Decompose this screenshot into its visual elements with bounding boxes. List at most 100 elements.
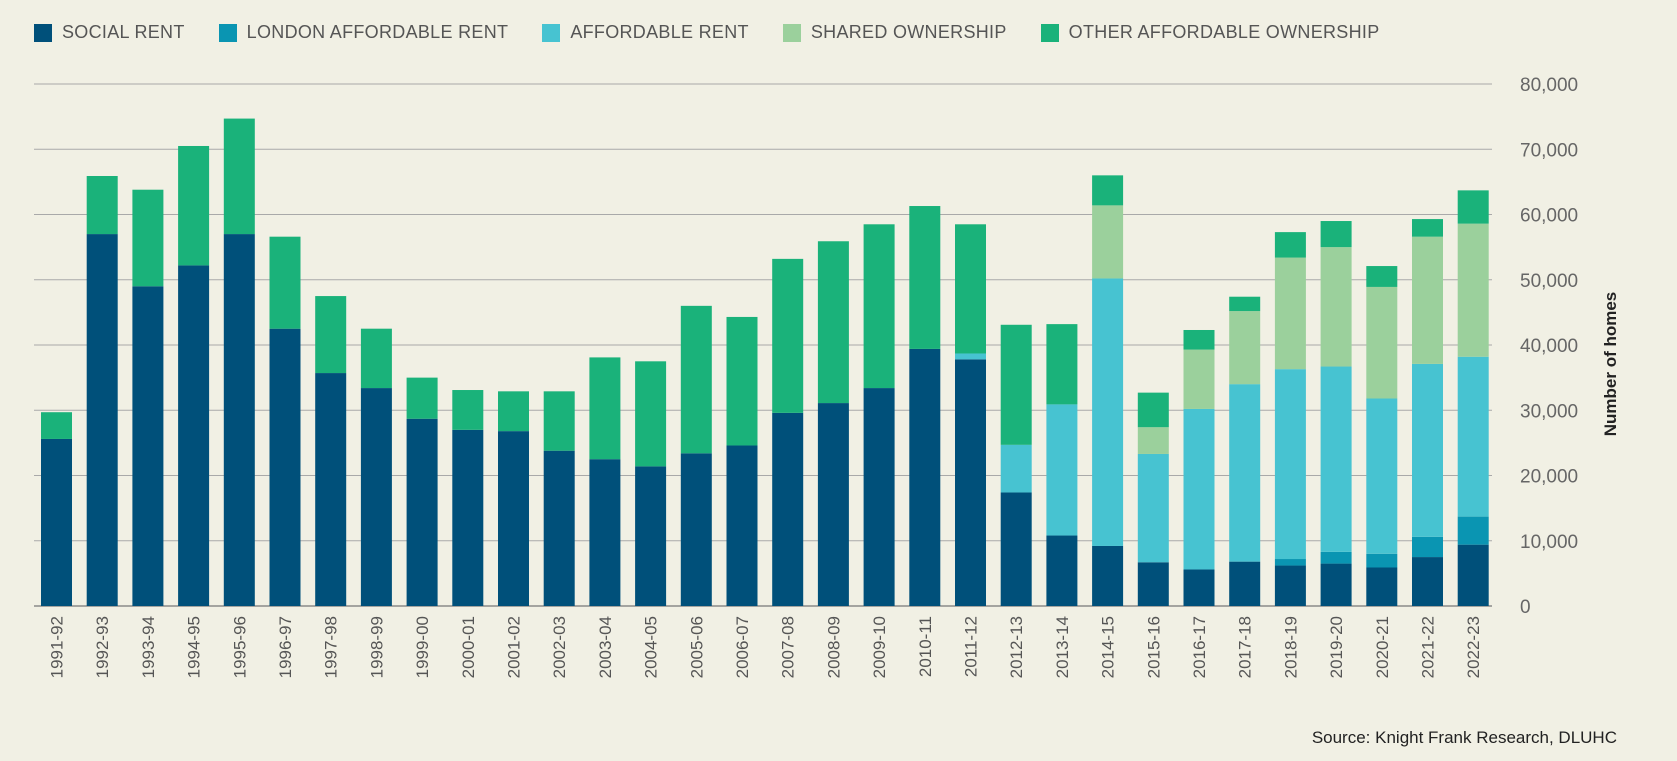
bar-segment: [1046, 404, 1078, 536]
legend-item-shared-ownership: SHARED OWNERSHIP: [782, 22, 1007, 43]
bar-segment: [635, 466, 667, 606]
bar-segment: [1412, 557, 1443, 606]
x-axis-ticks: 1991-92 1992-93 1993-94 1994-95 1995-96 1996-…: [48, 616, 1484, 678]
x-tick-label: 1991-92: [48, 616, 67, 678]
bar-segment: [452, 429, 484, 606]
bar-segment: [1366, 286, 1398, 399]
bar-segment: [680, 305, 712, 454]
bar-segment: [1000, 324, 1032, 445]
bar-segment: [955, 353, 986, 360]
x-tick-label: 2006-07: [733, 616, 752, 678]
bar-segment: [1412, 236, 1443, 364]
x-tick-label: 1996-97: [276, 616, 295, 678]
bars: [41, 118, 1489, 606]
bar-segment: [1412, 363, 1443, 537]
bar-segment: [1092, 205, 1124, 279]
bar-segment: [269, 328, 301, 606]
bar-segment: [817, 403, 849, 606]
bar-segment: [1457, 544, 1489, 606]
bar-segment: [86, 234, 118, 606]
x-tick-label: 2002-03: [550, 616, 569, 678]
bar-segment: [1274, 257, 1306, 370]
bar-segment: [543, 450, 575, 606]
x-tick-label: 2011-12: [962, 616, 981, 677]
bar-segment: [1046, 535, 1078, 606]
x-tick-label: 1992-93: [93, 616, 112, 678]
bar-segment: [360, 328, 392, 389]
bar-segment: [1183, 569, 1215, 606]
bar-segment: [863, 388, 895, 606]
x-tick-label: 2014-15: [1099, 616, 1118, 678]
bar-segment: [1320, 551, 1352, 564]
bar-segment: [178, 145, 210, 266]
bar-segment: [1320, 563, 1352, 606]
legend-swatch-shared-ownership: [782, 23, 801, 42]
bar-segment: [498, 431, 529, 606]
y-tick-label: 50,000: [1520, 271, 1578, 292]
x-tick-label: 2007-08: [779, 616, 798, 678]
bar-segment: [1320, 221, 1352, 248]
bar-segment: [1366, 266, 1398, 287]
bar-segment: [817, 241, 849, 404]
bar-segment: [1046, 324, 1078, 405]
legend-item-other-affordable-ownership: OTHER AFFORDABLE OWNERSHIP: [1040, 22, 1380, 43]
x-tick-label: 2019-20: [1327, 616, 1346, 678]
bar-segment: [1457, 223, 1489, 357]
x-tick-label: 2013-14: [1053, 616, 1072, 678]
bar-segment: [1457, 190, 1489, 224]
bar-segment: [1092, 545, 1124, 606]
legend-label-london-affordable-rent: LONDON AFFORDABLE RENT: [246, 22, 509, 42]
x-tick-label: 2008-09: [824, 616, 843, 678]
bar-segment: [772, 258, 804, 413]
bar-segment: [1183, 329, 1215, 350]
x-tick-label: 1998-99: [367, 616, 386, 678]
bar-segment: [589, 459, 621, 606]
x-tick-label: 1994-95: [185, 616, 204, 678]
legend-swatch-social-rent: [34, 23, 52, 42]
bar-segment: [1183, 349, 1215, 409]
bar-segment: [1137, 392, 1169, 428]
legend-label-affordable-rent: AFFORDABLE RENT: [570, 22, 749, 42]
y-tick-label: 20,000: [1520, 467, 1578, 488]
legend-label-shared-ownership: SHARED OWNERSHIP: [810, 22, 1007, 42]
bar-segment: [1092, 278, 1124, 546]
bar-segment: [1183, 408, 1215, 570]
bar-segment: [1137, 562, 1169, 606]
bar-segment: [1000, 492, 1032, 606]
x-tick-label: 2001-02: [505, 616, 524, 678]
x-tick-label: 2017-18: [1236, 616, 1255, 678]
bar-segment: [1457, 356, 1489, 517]
y-tick-label: 0: [1520, 597, 1531, 618]
bar-segment: [360, 388, 392, 606]
x-tick-label: 2021-22: [1419, 616, 1438, 678]
bar-segment: [1229, 296, 1261, 312]
x-tick-label: 1997-98: [322, 616, 341, 678]
bar-segment: [41, 412, 72, 439]
x-tick-label: 2016-17: [1190, 616, 1209, 678]
legend-swatch-other-affordable-ownership: [1040, 23, 1059, 42]
bar-segment: [178, 265, 210, 606]
bar-segment: [86, 176, 118, 235]
bar-segment: [498, 391, 529, 432]
y-tick-label: 40,000: [1520, 336, 1578, 357]
x-tick-label: 2018-19: [1281, 616, 1300, 678]
bar-segment: [132, 189, 164, 287]
bar-segment: [1137, 427, 1169, 454]
bar-segment: [909, 206, 941, 349]
bar-segment: [1274, 565, 1306, 606]
legend-swatch-london-affordable-rent: [218, 23, 237, 42]
bar-segment: [1137, 453, 1169, 563]
bar-segment: [1412, 219, 1443, 237]
x-tick-label: 2010-11: [916, 616, 935, 677]
x-tick-label: 2020-21: [1373, 616, 1392, 678]
x-tick-label: 2005-06: [687, 616, 706, 678]
x-tick-label: 1993-94: [139, 616, 158, 678]
bar-segment: [1274, 232, 1306, 258]
y-tick-label: 30,000: [1520, 401, 1578, 422]
bar-segment: [909, 348, 941, 606]
bar-segment: [406, 418, 438, 606]
bar-segment: [1366, 398, 1398, 554]
bar-segment: [726, 445, 758, 606]
bar-segment: [1412, 536, 1443, 558]
